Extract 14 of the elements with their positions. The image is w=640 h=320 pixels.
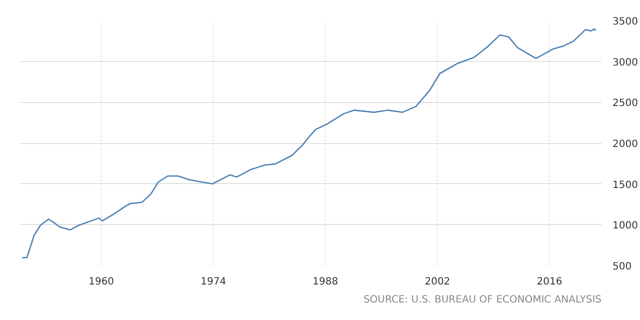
x-tick-label: 1988 — [312, 276, 338, 288]
x-tick-label: 2016 — [536, 276, 562, 288]
y-tick-label: 1500 — [612, 180, 638, 191]
y-tick-label: 500 — [612, 262, 632, 272]
x-tick-label: 1960 — [88, 276, 114, 288]
y-tick-label: 3500 — [612, 16, 638, 28]
y-tick-label: 2000 — [612, 139, 638, 150]
x-tick-label: 1974 — [200, 276, 226, 288]
source-note: SOURCE: U.S. BUREAU OF ECONOMIC ANALYSIS — [363, 294, 602, 306]
y-tick-label: 3000 — [612, 57, 638, 68]
x-tick-label: 2002 — [424, 276, 450, 288]
y-tick-label: 2500 — [612, 98, 638, 110]
y-tick-label: 1000 — [612, 220, 638, 232]
line-series — [21, 28, 597, 258]
